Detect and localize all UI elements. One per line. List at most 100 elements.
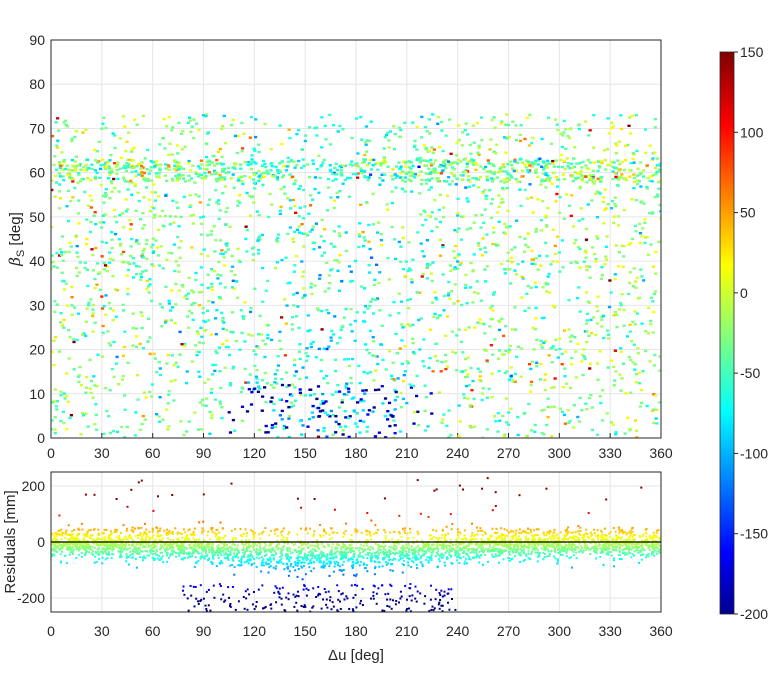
top-point [140,326,144,330]
bottom-point [274,567,277,570]
top-point [170,354,174,357]
bottom-point [312,605,315,608]
top-point [358,222,362,225]
top-point [219,176,224,179]
bottom-point [387,539,390,542]
top-point [496,211,500,214]
top-point [214,171,218,174]
top-point [220,178,224,181]
top-point [224,345,228,349]
top-point [148,278,152,281]
top-point [102,201,106,204]
top-point [125,161,129,165]
top-point [167,153,171,156]
bottom-point [339,608,342,610]
top-point [405,172,409,176]
top-point [95,283,99,286]
bottom-point [365,539,368,541]
top-point [292,160,296,163]
top-point [154,163,158,166]
bottom-point [631,530,634,533]
bottom-point [279,531,282,534]
top-point [151,161,155,164]
top-point [541,199,545,203]
top-point [156,163,160,167]
top-point [518,235,522,239]
top-point [151,264,155,268]
bottom-point [346,597,349,600]
bottom-point [296,497,299,500]
top-point [472,141,476,144]
top-point [388,314,392,317]
top-point [377,431,381,434]
bottom-point [420,561,423,564]
top-point [544,216,548,219]
top-point [580,353,585,357]
top-point [361,161,365,165]
top-point [100,240,104,244]
bottom-point [460,538,463,541]
top-point [512,169,516,173]
top-point [374,298,378,302]
top-point [492,150,496,153]
top-point [344,386,349,389]
top-point [126,163,131,166]
top-point [142,171,146,175]
top-point [193,411,197,414]
top-point [85,375,89,379]
bottom-point [430,537,433,540]
bottom-point [247,543,250,546]
top-point [241,317,246,320]
bottom-point [383,553,386,556]
top-point [51,428,53,431]
top-point [161,137,165,140]
top-point [436,171,440,175]
bottom-point [536,560,539,563]
top-point [269,400,273,403]
bottom-point [84,535,87,538]
bottom-point [384,556,387,559]
top-point [194,278,198,282]
bottom-point [128,534,131,537]
top-point [497,171,501,174]
top-point [105,241,109,244]
top-point [472,253,476,256]
top-point [632,173,636,176]
bottom-point [61,533,63,536]
bottom-point [191,533,193,536]
bottom-point [52,547,55,550]
top-point [341,182,345,185]
top-point [70,137,74,140]
top-point [191,164,195,167]
top-point [283,298,287,301]
bottom-point [54,539,57,541]
bottom-point [205,608,208,610]
top-point [467,326,471,329]
top-point [59,390,63,393]
top-point [480,254,484,257]
top-point [319,402,323,406]
top-point [51,134,55,138]
top-point [140,314,144,317]
top-point [363,304,368,308]
top-point [177,289,181,292]
bottom-point [169,553,172,555]
top-point [135,239,139,242]
top-point [266,431,270,434]
bottom-point [336,609,339,612]
top-point [468,160,472,163]
top-point [214,317,218,320]
top-point [584,402,588,405]
top-point [397,126,401,129]
top-point [400,339,404,342]
top-point [104,165,109,168]
bottom-point [536,534,539,537]
bottom-point [516,545,519,548]
top-point [600,419,605,422]
top-point [634,198,638,202]
top-point [380,173,384,176]
bottom-point [92,550,94,553]
top-point [59,312,63,315]
top-point [509,376,513,379]
top-point [146,148,150,152]
